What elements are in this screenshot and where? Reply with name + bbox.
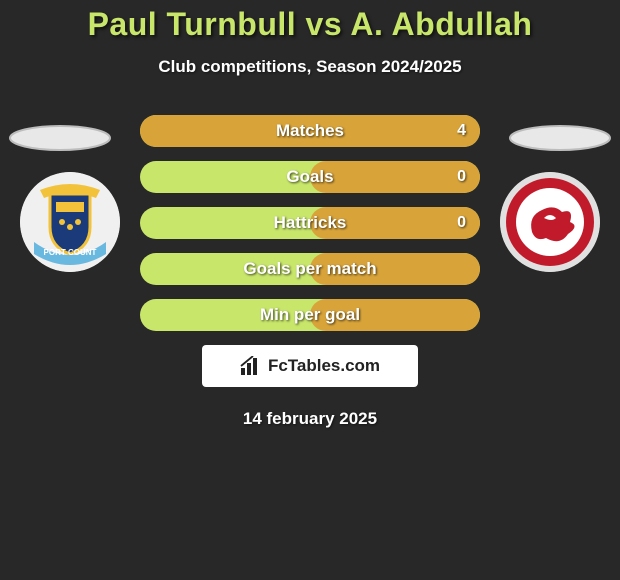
- vs-text: vs: [296, 6, 350, 42]
- stat-label: Goals per match: [140, 253, 480, 285]
- stat-row: Goals per match: [140, 253, 480, 285]
- stats-container: Matches 4 Goals 0 Hattricks 0 Goals per …: [140, 115, 480, 331]
- stat-label: Matches: [140, 115, 480, 147]
- stat-value-right: 4: [457, 115, 466, 147]
- date-text: 14 february 2025: [0, 409, 620, 429]
- player-left-name: Paul Turnbull: [88, 6, 297, 42]
- page-title: Paul Turnbull vs A. Abdullah: [0, 0, 620, 43]
- player-left-ellipse: [8, 124, 112, 152]
- bar-chart-icon: [240, 356, 262, 376]
- svg-text:PORT COUNT: PORT COUNT: [44, 248, 97, 257]
- club-badge-right: [500, 172, 600, 272]
- stat-label: Hattricks: [140, 207, 480, 239]
- watermark-text: FcTables.com: [268, 356, 380, 376]
- player-right-name: A. Abdullah: [350, 6, 532, 42]
- crest-left-icon: PORT COUNT: [20, 172, 120, 272]
- stat-row: Matches 4: [140, 115, 480, 147]
- stat-value-right: 0: [457, 207, 466, 239]
- stat-row: Min per goal: [140, 299, 480, 331]
- stat-label: Goals: [140, 161, 480, 193]
- stat-label: Min per goal: [140, 299, 480, 331]
- player-right-ellipse: [508, 124, 612, 152]
- stat-row: Goals 0: [140, 161, 480, 193]
- club-badge-left: PORT COUNT: [20, 172, 120, 272]
- subtitle: Club competitions, Season 2024/2025: [0, 57, 620, 77]
- stat-value-right: 0: [457, 161, 466, 193]
- watermark: FcTables.com: [202, 345, 418, 387]
- crest-right-icon: [500, 172, 600, 272]
- stat-row: Hattricks 0: [140, 207, 480, 239]
